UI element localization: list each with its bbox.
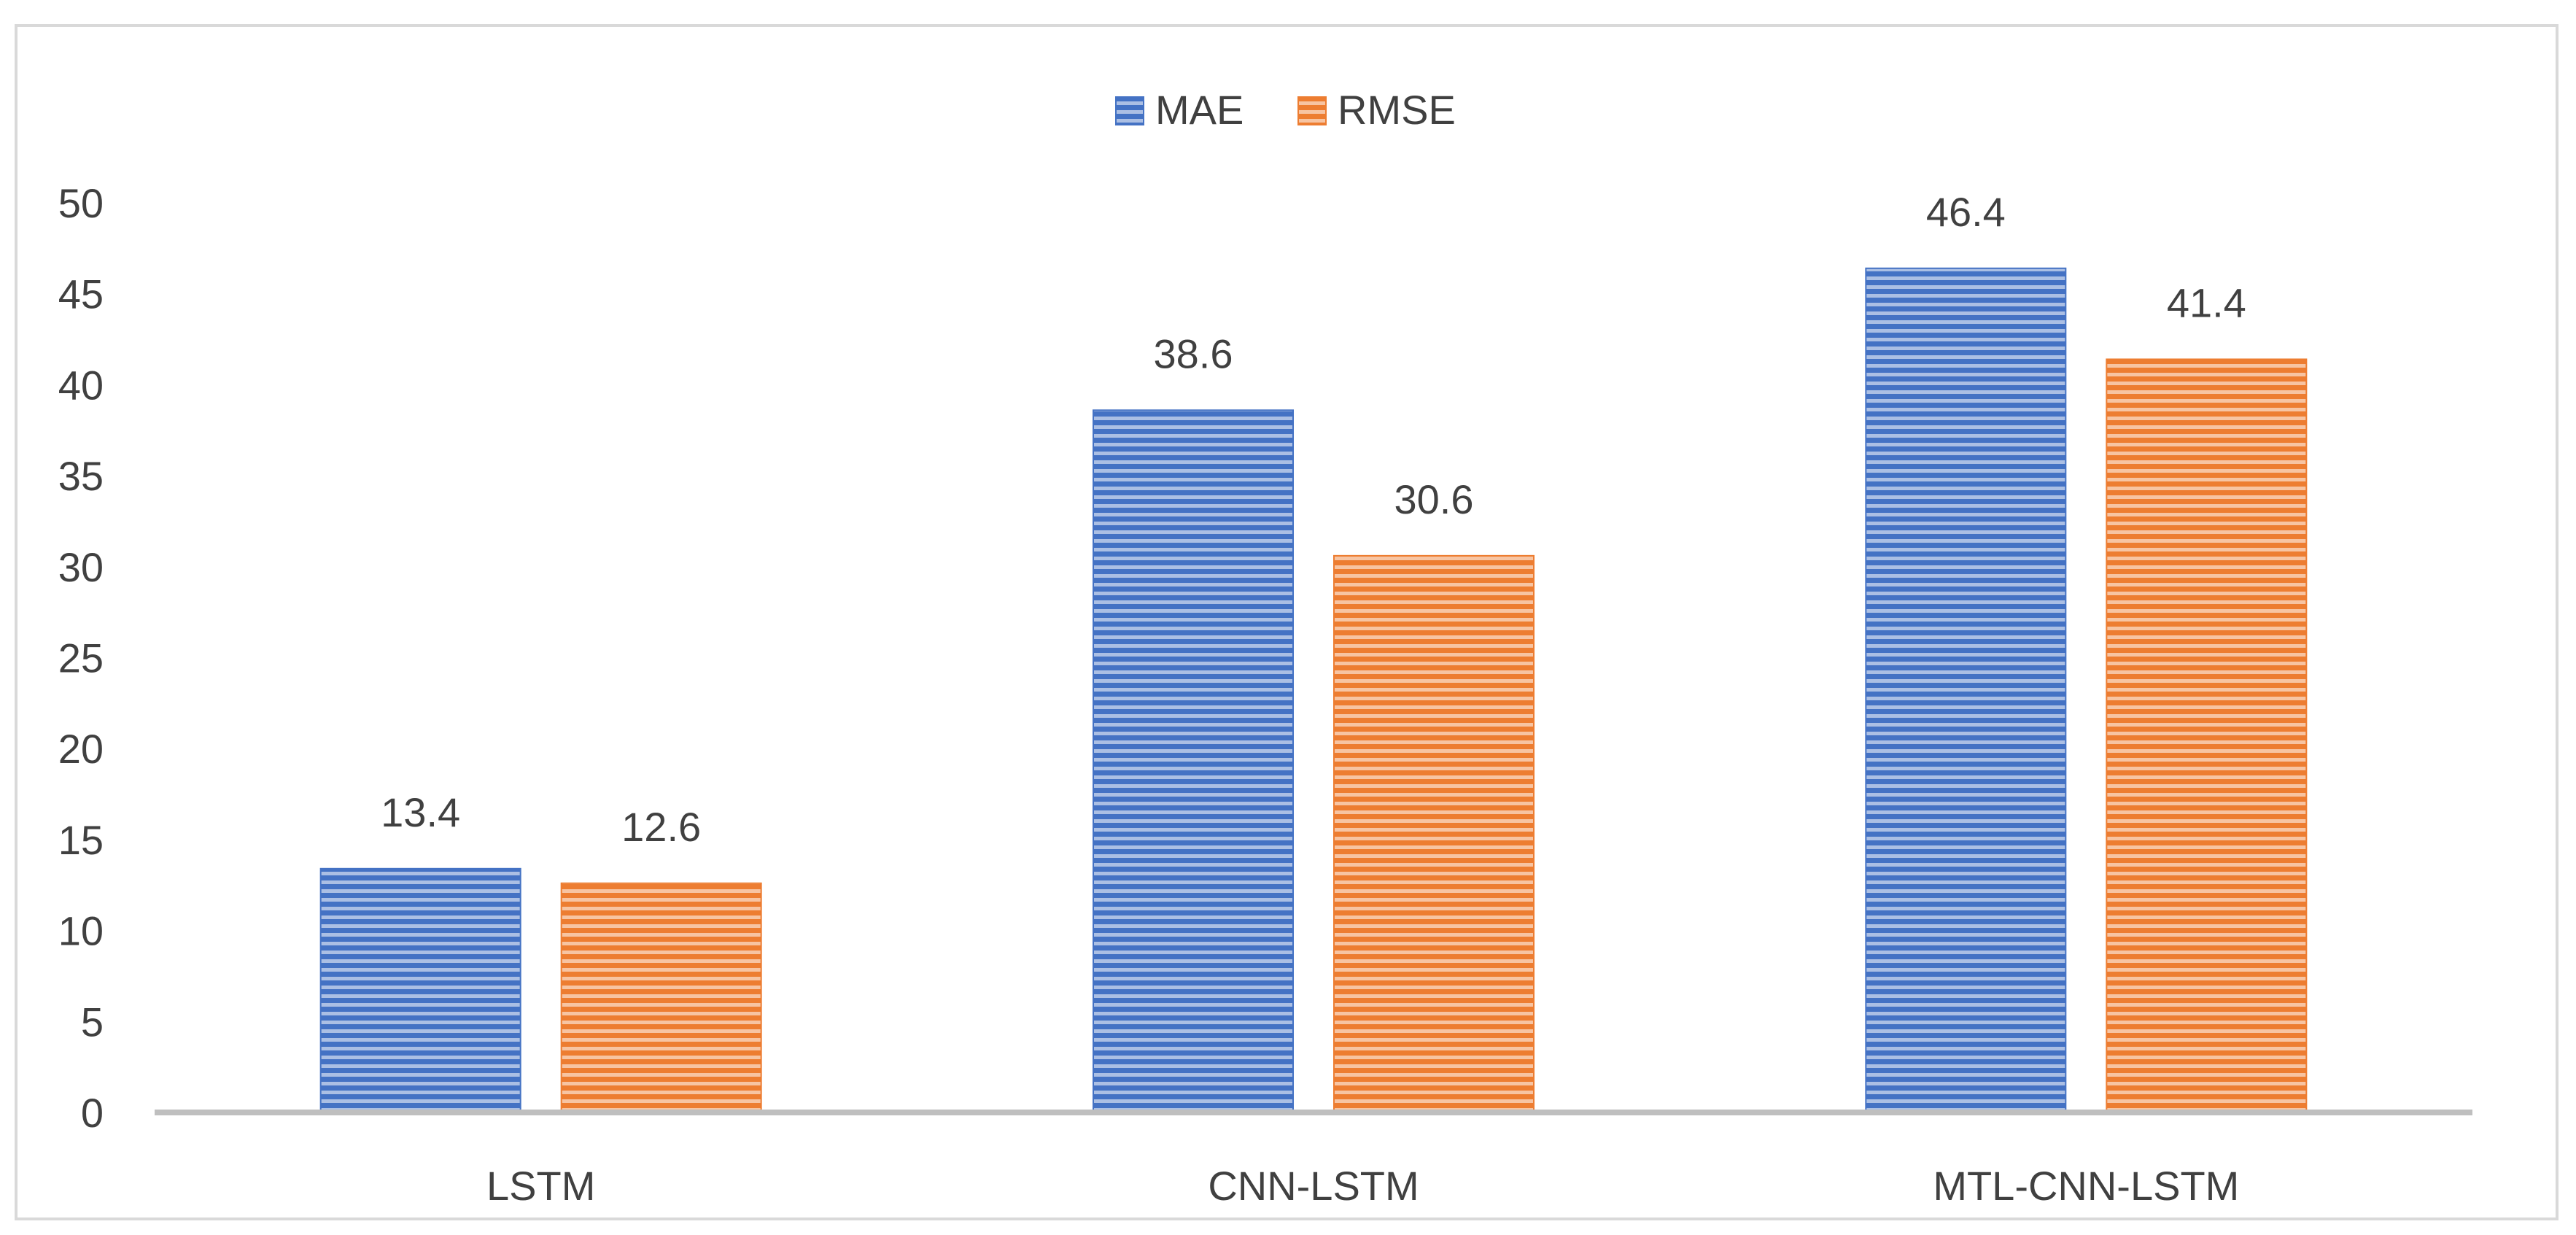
legend-label-mae: MAE	[1155, 87, 1244, 133]
x-tick-label: MTL-CNN-LSTM	[1933, 1163, 2239, 1209]
legend-swatch-rmse	[1297, 96, 1327, 125]
data-label: 46.4	[1926, 189, 2006, 235]
data-label: 41.4	[2167, 279, 2246, 325]
bar-rmse-lstm	[560, 882, 762, 1113]
y-tick-label: 40	[58, 362, 104, 408]
y-tick-label: 5	[81, 999, 104, 1045]
data-label: 13.4	[381, 789, 460, 835]
y-tick-label: 35	[58, 453, 104, 499]
y-tick-label: 10	[58, 908, 104, 954]
x-tick-label: CNN-LSTM	[1208, 1163, 1419, 1209]
bar-mae-lstm	[319, 867, 521, 1113]
data-label: 12.6	[621, 804, 701, 850]
x-tick-label: LSTM	[486, 1163, 595, 1209]
legend-swatch-mae	[1115, 96, 1144, 125]
data-labels: 13.4 12.6 38.6 30.6 46.4 41.4	[381, 189, 2246, 850]
legend: MAE RMSE	[1115, 87, 1456, 133]
bars	[319, 267, 2308, 1113]
y-tick-label: 25	[58, 635, 104, 681]
data-label: 30.6	[1394, 476, 1474, 522]
data-label: 38.6	[1154, 330, 1233, 376]
bar-rmse-cnn-lstm	[1333, 554, 1535, 1113]
y-tick-label: 0	[81, 1090, 104, 1136]
y-tick-label: 20	[58, 726, 104, 772]
y-tick-label: 30	[58, 544, 104, 590]
bar-rmse-mtl-cnn-lstm	[2106, 358, 2308, 1113]
y-axis-tick-labels: 0 5 10 15 20 25 30 35 40 45 50	[58, 180, 104, 1136]
y-tick-label: 45	[58, 271, 104, 317]
bar-mae-cnn-lstm	[1093, 409, 1294, 1113]
y-tick-label: 50	[58, 180, 104, 226]
x-axis-tick-labels: LSTM CNN-LSTM MTL-CNN-LSTM	[486, 1163, 2239, 1209]
y-tick-label: 15	[58, 817, 104, 863]
legend-label-rmse: RMSE	[1338, 87, 1456, 133]
bar-mae-mtl-cnn-lstm	[1865, 267, 2067, 1113]
